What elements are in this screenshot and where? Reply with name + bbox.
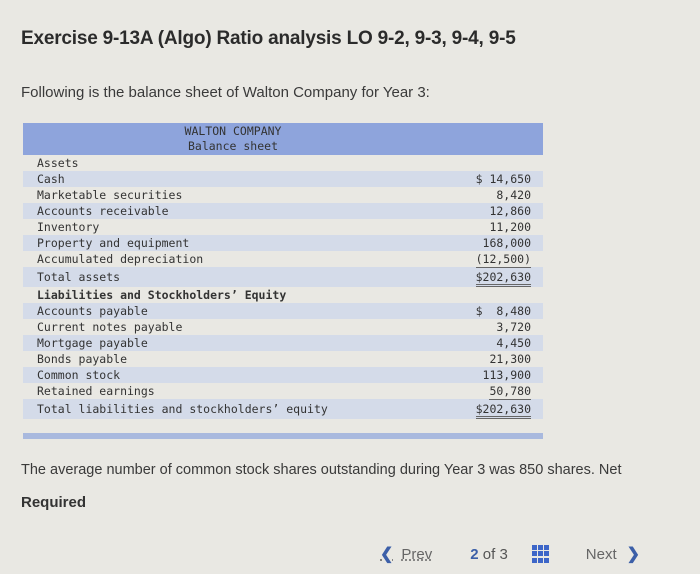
row-value: 12,860	[489, 204, 531, 218]
assets-heading-row: Assets	[23, 155, 543, 171]
sheet-header: WALTON COMPANY Balance sheet	[23, 123, 543, 155]
row-value: 8,420	[496, 188, 531, 202]
row-value: 113,900	[482, 368, 531, 382]
row-label: Common stock	[37, 368, 121, 382]
row-label: Accounts payable	[37, 304, 148, 318]
prev-label: Prev	[401, 545, 433, 563]
table-row: Property and equipment 168,000	[23, 235, 543, 251]
row-value: 50,780	[489, 384, 531, 400]
row-label: Mortgage payable	[37, 336, 148, 350]
row-label: Property and equipment	[37, 236, 190, 250]
table-row: Accounts payable $ 8,480	[23, 303, 543, 319]
row-value: 21,300	[489, 352, 531, 366]
table-row: Accounts receivable 12,860	[23, 203, 543, 219]
assets-heading: Assets	[37, 156, 79, 170]
page-title: Exercise 9-13A (Algo) Ratio analysis LO …	[21, 28, 516, 49]
row-value: 168,000	[482, 236, 531, 250]
table-row: Current notes payable 3,720	[23, 319, 543, 335]
total-liabilities-row: Total liabilities and stockholders’ equi…	[23, 399, 543, 419]
table-row: Common stock 113,900	[23, 367, 543, 383]
sheet-subtitle: Balance sheet	[187, 139, 278, 153]
row-label: Current notes payable	[37, 320, 183, 334]
current-page: 2	[470, 545, 479, 563]
row-label: Marketable securities	[37, 188, 183, 202]
total-assets-value: $202,630	[475, 270, 531, 287]
shares-paragraph: The average number of common stock share…	[21, 462, 622, 478]
row-label: Retained earnings	[37, 384, 155, 398]
total-liabilities-label: Total liabilities and stockholders’ equi…	[37, 402, 328, 416]
sheet-footer-bar	[23, 433, 543, 439]
table-row: Inventory 11,200	[23, 219, 543, 235]
row-value: (12,500)	[475, 252, 531, 268]
required-heading: Required	[21, 494, 87, 511]
row-value: 3,720	[496, 320, 531, 334]
row-value: 11,200	[489, 220, 531, 234]
intro-text: Following is the balance sheet of Walton…	[21, 84, 430, 101]
row-value: $ 8,480	[475, 304, 531, 318]
table-row: Bonds payable 21,300	[23, 351, 543, 367]
row-label: Inventory	[37, 220, 100, 234]
table-row: Accumulated depreciation (12,500)	[23, 251, 543, 268]
grid-icon[interactable]	[531, 545, 550, 563]
chevron-left-icon: ❮	[380, 546, 394, 563]
company-name: WALTON COMPANY	[184, 124, 282, 138]
table-row: Marketable securities 8,420	[23, 187, 543, 203]
pagination: ❮ Prev 2 of 3 Next ❯	[380, 544, 640, 564]
next-button[interactable]: Next ❯	[586, 544, 640, 564]
page-counter: 2 of 3	[470, 546, 508, 563]
row-label: Cash	[37, 172, 65, 186]
chevron-right-icon: ❯	[626, 546, 641, 563]
liabilities-heading: Liabilities and Stockholders’ Equity	[37, 288, 287, 302]
total-liabilities-value: $202,630	[475, 402, 531, 419]
liabilities-heading-row: Liabilities and Stockholders’ Equity	[23, 287, 543, 303]
total-assets-row: Total assets $202,630	[23, 267, 543, 287]
prev-button[interactable]: ❮ Prev	[380, 544, 432, 564]
row-label: Bonds payable	[37, 352, 128, 366]
row-value: 4,450	[496, 336, 531, 350]
table-row: Mortgage payable 4,450	[23, 335, 543, 351]
row-label: Accounts receivable	[37, 204, 169, 218]
row-value: $ 14,650	[475, 172, 531, 186]
row-label: Accumulated depreciation	[37, 252, 204, 266]
table-row: Cash $ 14,650	[23, 171, 543, 187]
total-assets-label: Total assets	[37, 270, 121, 284]
balance-sheet-table: WALTON COMPANY Balance sheet Assets Cash…	[23, 123, 543, 439]
table-row: Retained earnings 50,780	[23, 383, 543, 400]
page-total: of 3	[482, 545, 508, 563]
next-label: Next	[585, 545, 617, 563]
